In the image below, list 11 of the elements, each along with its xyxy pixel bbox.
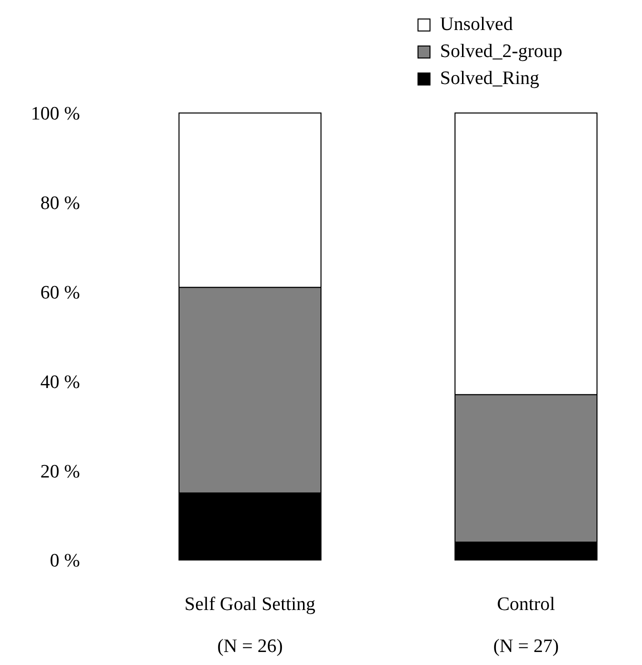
y-tick-label: 20 % bbox=[40, 461, 80, 482]
x-tick-label: Self Goal Setting (N = 26) bbox=[184, 594, 316, 657]
y-tick-label: 0 % bbox=[50, 550, 80, 572]
y-tick-label: 100 % bbox=[30, 104, 80, 125]
legend-label: Solved_Ring bbox=[440, 68, 540, 89]
y-tick-label: 80 % bbox=[40, 193, 80, 214]
y-tick-label: 40 % bbox=[40, 372, 80, 393]
legend-label: Solved_2-group bbox=[440, 41, 562, 62]
y-tick-label: 60 % bbox=[40, 282, 80, 304]
legend-label: Unsolved bbox=[440, 14, 514, 35]
x-tick-label: Control (N = 27) bbox=[493, 594, 559, 657]
